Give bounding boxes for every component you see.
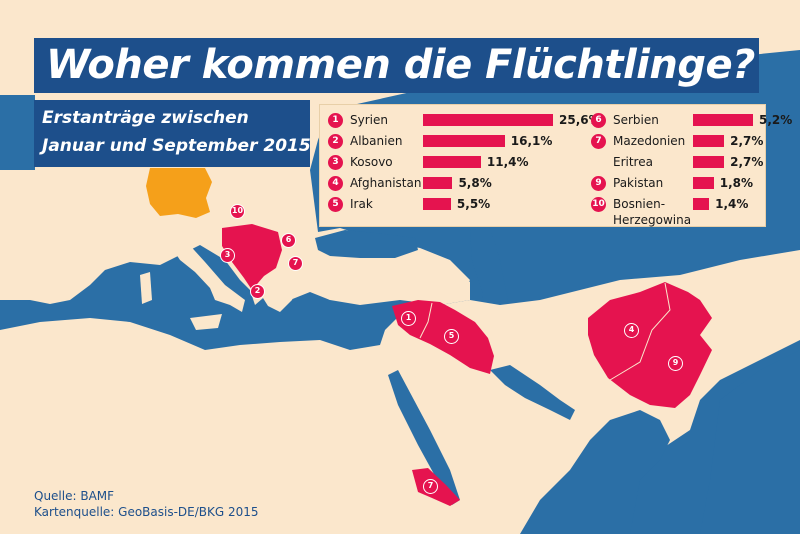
country-name: Afghanistan bbox=[350, 176, 422, 190]
persian-gulf bbox=[490, 365, 575, 420]
sardinia bbox=[140, 272, 152, 304]
share-percent: 16,1% bbox=[510, 134, 553, 148]
rank-badge: 9 bbox=[591, 176, 606, 191]
country-name: Serbien bbox=[613, 113, 659, 127]
legend-row-serbien: 6 Serbien 5,2% bbox=[591, 111, 792, 130]
share-bar bbox=[693, 156, 725, 168]
legend-row-irak: 5 Irak 5,5% bbox=[328, 195, 513, 214]
share-bar bbox=[693, 198, 710, 210]
country-name: Mazedonien bbox=[613, 134, 686, 148]
syria-iraq bbox=[392, 300, 494, 374]
country-name: Kosovo bbox=[350, 155, 393, 169]
map-marker-7: 7 bbox=[423, 479, 438, 494]
share-percent: 5,5% bbox=[456, 197, 491, 211]
subtitle-line-1: Erstanträge zwischen bbox=[42, 108, 249, 128]
rank-badge: 7 bbox=[591, 134, 606, 149]
map-marker-5: 5 bbox=[444, 329, 459, 344]
share-percent: 11,4% bbox=[486, 155, 529, 169]
share-bar bbox=[693, 135, 725, 147]
western-balkans bbox=[222, 224, 282, 290]
bay-of-bengal bbox=[700, 350, 800, 534]
map-marker-3: 3 bbox=[220, 248, 235, 263]
rank-badge: 1 bbox=[328, 113, 343, 128]
share-percent: 2,7% bbox=[730, 155, 764, 169]
map-marker-6: 6 bbox=[281, 233, 296, 248]
arabian-sea bbox=[520, 410, 670, 534]
italy bbox=[170, 240, 245, 312]
afghanistan-pakistan-border bbox=[609, 282, 671, 381]
rank-badge: 4 bbox=[328, 176, 343, 191]
share-bar bbox=[423, 156, 481, 168]
map-marker-1: 1 bbox=[401, 311, 416, 326]
map-marker-10: 10 bbox=[230, 204, 245, 219]
share-percent: 25,6% bbox=[559, 113, 601, 127]
syria-iraq-border bbox=[419, 302, 433, 339]
rank-badge: 5 bbox=[328, 197, 343, 212]
germany bbox=[146, 168, 212, 218]
page-title: Woher kommen die Flüchtlinge? bbox=[34, 38, 759, 93]
legend-row-kosovo: 3 Kosovo 11,4% bbox=[328, 153, 529, 172]
afghanistan-pakistan bbox=[588, 282, 712, 408]
greece bbox=[255, 268, 300, 312]
country-name: Syrien bbox=[350, 113, 388, 127]
legend-row-afghanistan: 4 Afghanistan 5,8% bbox=[328, 174, 513, 193]
country-name: Bosnien- Herzegowina bbox=[613, 197, 692, 227]
share-percent: 5,8% bbox=[458, 176, 492, 190]
legend-row-pakistan: 9 Pakistan 1,8% bbox=[591, 174, 776, 193]
subtitle: Erstanträge zwischen Januar und Septembe… bbox=[34, 100, 311, 167]
share-bar bbox=[423, 198, 451, 210]
country-name: Eritrea bbox=[613, 155, 653, 169]
subtitle-line-2: Januar und September 2015 bbox=[42, 136, 311, 156]
share-bar bbox=[423, 114, 553, 126]
map-marker-9: 9 bbox=[668, 356, 683, 371]
legend-row-eritrea: Eritrea 2,7% bbox=[591, 153, 776, 172]
country-name: Pakistan bbox=[613, 176, 664, 190]
map-marker-4: 4 bbox=[624, 323, 639, 338]
share-percent: 1,8% bbox=[719, 176, 754, 190]
legend-box: 1 Syrien 25,6% 2 Albanien 16,1% 3 Kosovo 11,4% 4 A… bbox=[319, 104, 792, 227]
share-bar bbox=[423, 177, 453, 189]
rank-badge: 10 bbox=[591, 197, 606, 212]
rank-badge bbox=[591, 155, 606, 170]
turkey bbox=[300, 260, 470, 305]
share-percent: 5,2% bbox=[759, 113, 793, 127]
legend-row-syrien: 1 Syrien 25,6% bbox=[328, 111, 601, 130]
share-bar bbox=[693, 177, 714, 189]
rank-badge: 2 bbox=[328, 134, 343, 149]
red-sea bbox=[388, 370, 460, 505]
map-marker-7: 7 bbox=[288, 256, 303, 271]
legend-row-albanien: 2 Albanien 16,1% bbox=[328, 132, 552, 151]
share-bar bbox=[693, 114, 753, 126]
rank-badge: 6 bbox=[591, 113, 606, 128]
legend-row-bosnien: 10 Bosnien- Herzegowina 1,4% bbox=[591, 195, 776, 227]
country-name: Irak bbox=[350, 197, 373, 211]
sicily bbox=[190, 314, 222, 330]
source-note: Quelle: BAMF Kartenquelle: GeoBasis-DE/B… bbox=[34, 488, 259, 520]
country-name: Albanien bbox=[350, 134, 403, 148]
map-marker-2: 2 bbox=[250, 284, 265, 299]
legend-row-mazedonien: 7 Mazedonien 2,7% bbox=[591, 132, 776, 151]
source-line-1: Quelle: BAMF bbox=[34, 489, 115, 503]
source-line-2: Kartenquelle: GeoBasis-DE/BKG 2015 bbox=[34, 505, 259, 519]
rank-badge: 3 bbox=[328, 155, 343, 170]
share-percent: 1,4% bbox=[715, 197, 749, 211]
black-sea bbox=[315, 230, 418, 258]
caspian-sea bbox=[470, 228, 508, 320]
share-percent: 2,7% bbox=[730, 134, 764, 148]
share-bar bbox=[423, 135, 505, 147]
